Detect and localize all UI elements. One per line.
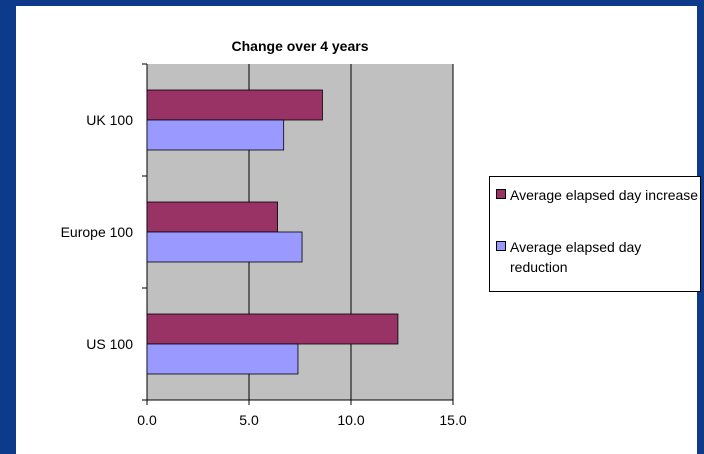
bar-reduction [146, 231, 303, 263]
bar-increase [146, 313, 399, 345]
y-category-label: Europe 100 [61, 224, 134, 240]
bar-reduction [146, 119, 285, 151]
legend: Average elapsed day increase Average ela… [489, 176, 701, 292]
bar-increase [146, 89, 323, 121]
y-category-label: UK 100 [86, 112, 133, 128]
x-tick-label: 15.0 [439, 412, 466, 428]
legend-label-reduction: Average elapsed day reduction [510, 239, 642, 275]
chart-title: Change over 4 years [232, 38, 369, 54]
bar-increase [146, 201, 278, 233]
chart-canvas: Change over 4 years 0.0 5.0 10.0 15.0 UK 100… [61, 38, 467, 428]
y-category-label: US 100 [86, 336, 133, 352]
x-tick-label: 5.0 [239, 412, 259, 428]
bar-reduction [146, 343, 299, 375]
x-tick-label: 0.0 [137, 412, 157, 428]
x-tick-label: 10.0 [337, 412, 364, 428]
chart-frame: Change over 4 years 0.0 5.0 10.0 15.0 UK 100… [16, 6, 701, 454]
legend-swatch-increase [496, 189, 506, 199]
plot-area: 0.0 5.0 10.0 15.0 UK 100 Europe 100 US 100 [61, 63, 467, 428]
legend-swatch-reduction [496, 241, 506, 251]
legend-label-increase: Average elapsed day increase [510, 187, 699, 203]
